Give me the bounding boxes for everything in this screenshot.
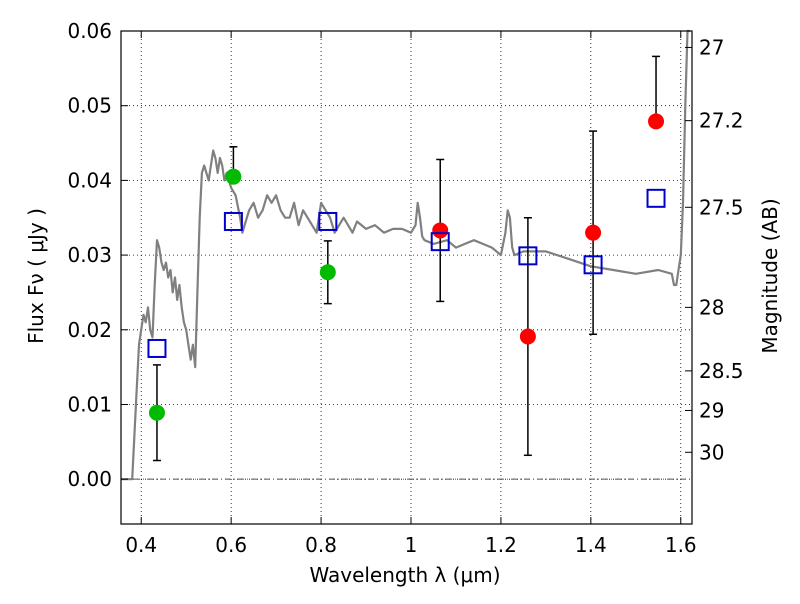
- red-data-point: [648, 113, 665, 130]
- x-tick-label: 0.4: [125, 533, 157, 557]
- red-data-point: [519, 328, 536, 345]
- grid-layer: [121, 30, 692, 524]
- blue-model-square: [583, 255, 603, 275]
- y2-axis-title: Magnitude (AB): [758, 198, 782, 353]
- red-data-point: [432, 222, 449, 239]
- x-tick-label: 0.8: [305, 533, 337, 557]
- x-tick-label: 1.6: [665, 533, 697, 557]
- y-tick-label: 0.05: [67, 94, 112, 118]
- red-data-point: [585, 224, 602, 241]
- blue-model-square: [646, 188, 666, 208]
- green-data-point: [148, 404, 165, 421]
- x-tick-label: 1: [405, 533, 418, 557]
- y-axis-title: Flux Fν ( μJy ): [24, 208, 48, 344]
- frame-layer: [120, 30, 693, 525]
- y2-tick-label: 29: [699, 398, 724, 422]
- y-tick-label: 0.00: [67, 467, 112, 491]
- blue-model-square: [518, 246, 538, 266]
- y-tick-label: 0.01: [67, 392, 112, 416]
- y2-tick-label: 27.2: [699, 109, 744, 133]
- x-tick-label: 1.2: [485, 533, 517, 557]
- blue-model-square: [147, 338, 167, 358]
- blue-model-square: [318, 211, 338, 231]
- green-data-point: [319, 264, 336, 281]
- y2-tick-label: 28.5: [699, 359, 744, 383]
- ticks-layer: 0.4 0.6 0.8 1 1.2 1.4 1.6 0.00 0.01 0.02 0.03 0.04 0…: [67, 19, 743, 557]
- x-tick-label: 1.4: [575, 533, 607, 557]
- green-data-point: [225, 168, 242, 185]
- y-tick-label: 0.04: [67, 168, 112, 192]
- blue-model-square: [430, 232, 450, 252]
- y2-tick-label: 28: [699, 295, 724, 319]
- plot-frame: [120, 30, 693, 525]
- y2-tick-label: 27: [699, 35, 724, 59]
- x-tick-label: 0.6: [215, 533, 247, 557]
- x-axis-title: Wavelength λ (μm): [309, 563, 500, 587]
- y-tick-label: 0.02: [67, 318, 112, 342]
- y2-tick-label: 30: [699, 440, 724, 464]
- model-sed-line: [121, 29, 690, 481]
- blue-model-square: [223, 211, 243, 231]
- y2-tick-label: 27.5: [699, 195, 744, 219]
- y-tick-label: 0.06: [67, 19, 112, 43]
- y-tick-label: 0.03: [67, 243, 112, 267]
- model-layer: [121, 29, 690, 481]
- points-layer: [147, 55, 666, 462]
